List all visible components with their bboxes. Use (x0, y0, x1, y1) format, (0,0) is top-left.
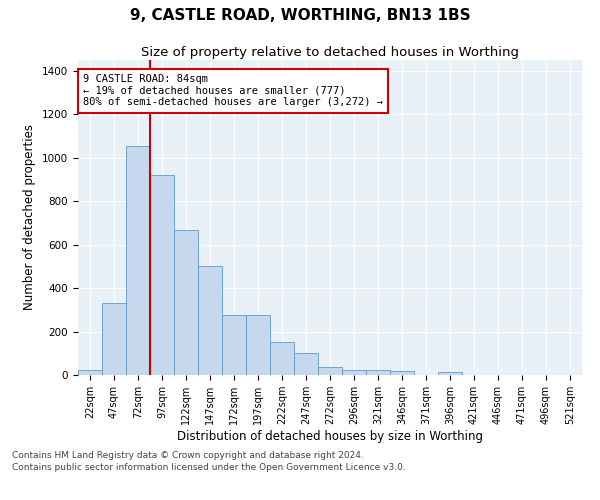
Bar (342, 370, 366, 375)
Bar (126, 146, 150, 375)
Y-axis label: Number of detached properties: Number of detached properties (23, 124, 37, 310)
Bar (78, 370, 102, 375)
Bar (366, 370, 390, 375)
Bar (102, 304, 126, 375)
Bar (270, 342, 294, 375)
Text: Contains public sector information licensed under the Open Government Licence v3: Contains public sector information licen… (12, 463, 406, 472)
Bar (246, 314, 270, 375)
Bar (174, 230, 198, 375)
Text: 9, CASTLE ROAD, WORTHING, BN13 1BS: 9, CASTLE ROAD, WORTHING, BN13 1BS (130, 8, 470, 22)
Title: Size of property relative to detached houses in Worthing: Size of property relative to detached ho… (141, 46, 519, 59)
Text: Contains HM Land Registry data © Crown copyright and database right 2024.: Contains HM Land Registry data © Crown c… (12, 450, 364, 460)
Bar (198, 266, 222, 375)
Text: 9 CASTLE ROAD: 84sqm
← 19% of detached houses are smaller (777)
80% of semi-deta: 9 CASTLE ROAD: 84sqm ← 19% of detached h… (83, 74, 383, 108)
X-axis label: Distribution of detached houses by size in Worthing: Distribution of detached houses by size … (177, 430, 483, 443)
Bar (390, 371, 414, 375)
Bar (150, 175, 174, 375)
Bar (222, 314, 246, 375)
Bar (438, 372, 462, 375)
Bar (294, 352, 318, 375)
Bar (318, 366, 342, 375)
